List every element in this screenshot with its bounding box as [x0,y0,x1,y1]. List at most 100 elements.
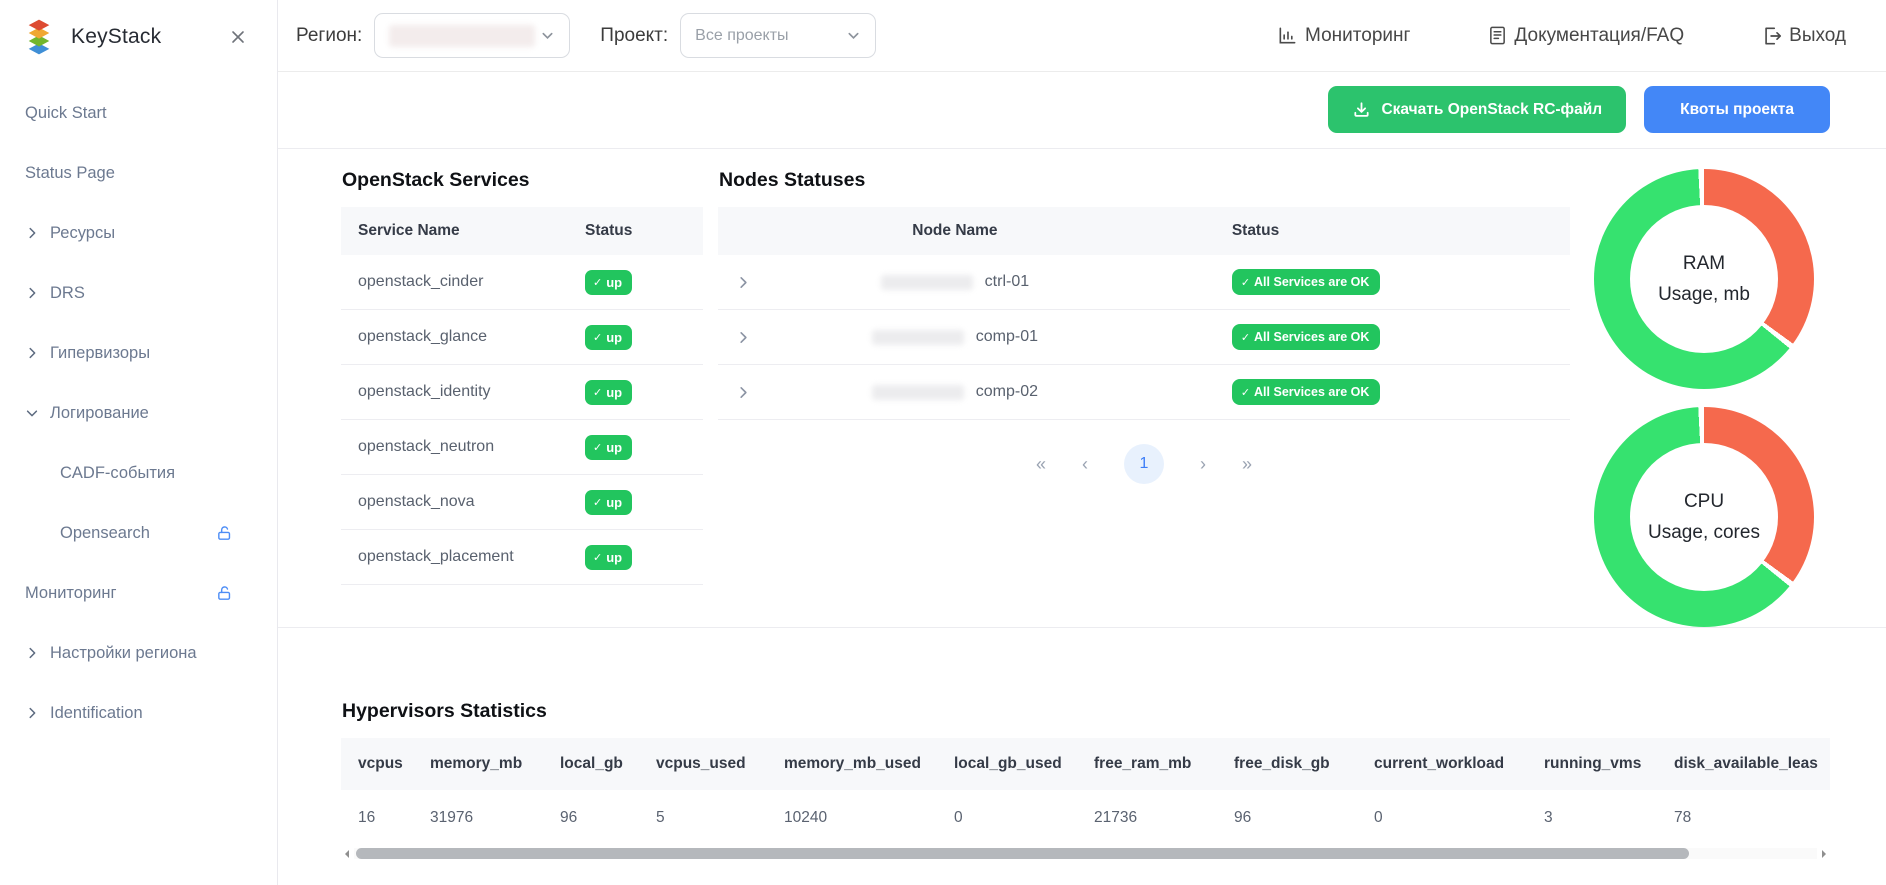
sidebar-item-4[interactable]: Гипервизоры [0,328,277,378]
hyp-cell: 0 [1374,808,1383,826]
pagination-page-current[interactable]: 1 [1124,444,1164,484]
content: Скачать OpenStack RC-файл Квоты проекта … [278,72,1886,885]
sidebar-item-label: Ресурсы [50,223,116,242]
download-icon [1354,102,1370,117]
sidebar-item-label: Гипервизоры [50,343,151,362]
status-badge-label: up [606,439,623,455]
pagination-last[interactable]: » [1242,453,1253,474]
service-name: openstack_placement [358,548,514,565]
sidebar-item-7[interactable]: Opensearch [0,508,277,558]
documentation-link-label: Документация/FAQ [1514,24,1685,46]
check-icon: ✓ [593,496,603,509]
pagination-next[interactable]: › [1200,453,1206,474]
service-table-row: openstack_identity ✓ up [341,365,703,420]
pagination-prev[interactable]: ‹ [1082,453,1088,474]
sidebar-item-6[interactable]: CADF-события [0,448,277,498]
hyp-cell: 31976 [430,808,474,826]
keystack-logo [28,19,50,55]
brand: KeyStack [0,12,277,62]
sidebar-item-5[interactable]: Логирование [0,388,277,438]
check-icon: ✓ [593,441,603,454]
monitoring-link-label: Мониторинг [1305,24,1411,46]
services-table-header: Service Name Status [341,207,703,255]
download-rc-button[interactable]: Скачать OpenStack RC-файл [1328,86,1627,133]
sidebar-item-2[interactable]: Ресурсы [0,208,277,258]
node-name-redacted [871,329,964,345]
documentation-link[interactable]: Документация/FAQ [1488,25,1684,47]
expand-chevron-icon[interactable] [718,385,774,400]
hyp-cell: 0 [954,808,963,826]
region-select[interactable] [374,13,571,58]
expand-chevron-icon[interactable] [718,330,774,345]
status-badge: ✓ up [585,269,633,295]
status-cell: ✓ All Services are OK [1136,379,1570,405]
project-quotas-button[interactable]: Квоты проекта [1644,86,1830,133]
lock-icon [216,585,233,602]
sidebar-item-3[interactable]: DRS [0,268,277,318]
chevron-down-icon [25,406,39,420]
status-cell: ✓ up [585,544,703,570]
hyp-cell: 10240 [784,808,828,826]
sidebar-item-10[interactable]: Identification [0,688,277,738]
status-cell: ✓ up [585,489,703,515]
hscrollbar-thumb[interactable] [356,848,1689,859]
chevron-right-icon [25,646,39,660]
topbar: Регион: Проект: Все проекты Мониторинг Д… [278,0,1886,72]
chevron-right-icon [25,226,39,240]
check-icon: ✓ [1240,331,1251,344]
hscrollbar-track[interactable] [354,848,1817,859]
sidebar-item-label: Opensearch [60,523,150,542]
status-badge-label: up [606,274,623,290]
brand-name: KeyStack [71,25,162,48]
column-header: Status [1231,222,1280,239]
column-header: Service Name [358,222,460,239]
service-table-row: openstack_placement ✓ up [341,530,703,585]
hyp-cell: 16 [358,808,376,826]
status-cell: ✓ All Services are OK [1136,324,1570,350]
monitoring-link[interactable]: Мониторинг [1277,25,1410,47]
actions-row: Скачать OpenStack RC-файл Квоты проекта [278,72,1886,148]
node-name: ctrl-01 [984,273,1030,290]
node-name-redacted [871,384,964,400]
status-badge-label: All Services are OK [1254,275,1370,289]
scroll-right-icon[interactable] [1822,849,1830,858]
nodes-table-header: Node Name Status [718,207,1570,255]
logout-link-label: Выход [1789,24,1846,46]
expand-chevron-icon[interactable] [718,275,774,290]
node-name: comp-02 [975,383,1039,400]
project-select[interactable]: Все проекты [680,13,877,58]
node-name-cell: comp-02 [774,383,1136,401]
donut-label-line: RAM [1682,252,1726,274]
node-name: comp-01 [975,328,1039,345]
sidebar-nav: Quick Start Status Page Ресурсы DRS Гипе… [0,88,277,748]
sidebar-item-1[interactable]: Status Page [0,148,277,198]
check-icon: ✓ [1240,276,1251,289]
sidebar-item-8[interactable]: Мониторинг [0,568,277,618]
check-icon: ✓ [593,551,603,564]
project-value: Все проекты [695,26,789,44]
pagination-first[interactable]: « [1035,453,1046,474]
status-badge-label: All Services are OK [1254,385,1370,399]
node-table-row[interactable]: comp-01 ✓ All Services are OK [718,310,1570,365]
node-table-row[interactable]: comp-02 ✓ All Services are OK [718,365,1570,420]
pagination: « ‹ 1 › » [718,444,1570,484]
sidebar-close-icon[interactable] [229,28,247,46]
check-icon: ✓ [1240,386,1251,399]
node-table-row[interactable]: ctrl-01 ✓ All Services are OK [718,255,1570,310]
hypervisors-section: Hypervisors Statistics vcpus memory_mb loc… [278,627,1886,860]
sidebar-item-label: Настройки региона [50,643,197,662]
scroll-left-icon[interactable] [341,849,349,858]
check-icon: ✓ [593,331,603,344]
sidebar-item-9[interactable]: Настройки региона [0,628,277,678]
hypervisors-table-header: vcpus memory_mb local_gb vcpus_used memory_m… [341,738,1830,790]
service-name: openstack_cinder [358,273,484,290]
sidebar-item-label: Логирование [50,403,149,422]
logout-link[interactable]: Выход [1762,25,1846,47]
hyp-cell: 5 [656,808,665,826]
hyp-cell: 96 [1234,808,1252,826]
sidebar-item-label: DRS [50,283,85,302]
hyp-column-header: vcpus [358,755,403,772]
service-name: openstack_glance [358,328,487,345]
project-label: Проект: [600,24,669,46]
sidebar-item-0[interactable]: Quick Start [0,88,277,138]
